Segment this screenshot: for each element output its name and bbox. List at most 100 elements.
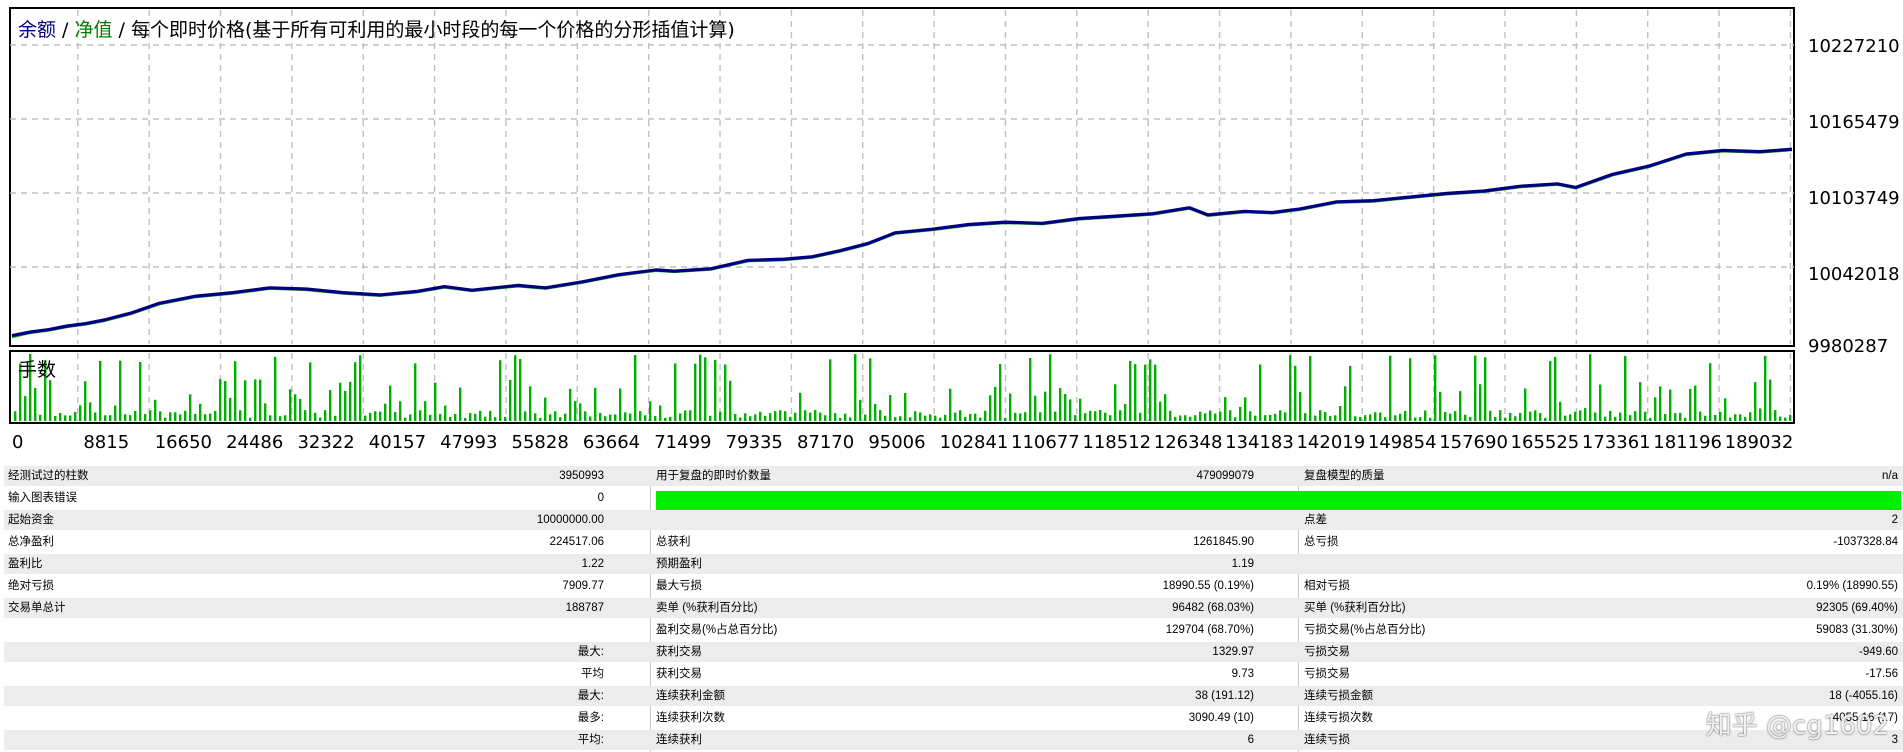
- y-tick-label: 10103749: [1808, 188, 1900, 209]
- volume-bar: [314, 412, 317, 421]
- x-tick-label: 8815: [83, 432, 129, 453]
- volume-bar: [1699, 411, 1702, 421]
- volume-bar: [589, 416, 592, 421]
- volume-bar: [809, 412, 812, 421]
- volume-bar: [914, 411, 917, 421]
- volume-bar: [329, 390, 332, 421]
- volume-bar: [629, 413, 632, 421]
- volume-bar: [1104, 412, 1107, 421]
- volume-bar: [704, 357, 707, 421]
- row-label: 获利交易: [656, 646, 702, 658]
- y-tick-label: 10227210: [1808, 36, 1900, 57]
- row-label: 连续亏损金额: [1304, 690, 1373, 702]
- volume-bar: [429, 414, 432, 421]
- volume-bar: [1299, 392, 1302, 421]
- volume-bar: [229, 397, 232, 421]
- volume-bar: [464, 417, 467, 421]
- x-tick-label: 118512: [1082, 432, 1151, 453]
- volume-bar: [1194, 415, 1197, 421]
- row-label: 平均: [581, 668, 604, 680]
- volume-bar: [1069, 399, 1072, 421]
- volume-bar: [424, 401, 427, 421]
- volume-bar: [1739, 414, 1742, 421]
- volume-bar: [1344, 386, 1347, 421]
- x-tick-label: 157690: [1439, 432, 1508, 453]
- volume-bar: [1674, 413, 1677, 421]
- volume-bar: [1694, 385, 1697, 421]
- row-value: 18 (-4055.16): [1828, 690, 1898, 702]
- volume-bar: [1734, 414, 1737, 421]
- volume-bar: [1284, 412, 1287, 421]
- volume-bar: [1124, 404, 1127, 421]
- row-value: 9.73: [1231, 668, 1254, 680]
- row-label: 卖单 (%获利百分比): [656, 602, 758, 614]
- row-label: 买单 (%获利百分比): [1304, 602, 1406, 614]
- volume-bar: [1354, 416, 1357, 421]
- volume-bar: [819, 412, 822, 421]
- volume-bar: [29, 354, 32, 421]
- volume-bar: [724, 364, 727, 421]
- volume-bar: [574, 401, 577, 421]
- volume-bar: [1444, 411, 1447, 421]
- volume-bar: [1659, 386, 1662, 421]
- volume-bar: [159, 411, 162, 421]
- volume-bar: [244, 380, 247, 421]
- volume-bar: [684, 410, 687, 421]
- row-label: 盈利比: [8, 558, 43, 570]
- volume-bar: [1039, 412, 1042, 421]
- volume-bar: [579, 403, 582, 421]
- volume-bar: [569, 388, 572, 421]
- volume-bar: [1744, 416, 1747, 421]
- volume-bar: [1484, 357, 1487, 421]
- volume-bar: [1109, 415, 1112, 421]
- volume-bar: [1079, 398, 1082, 421]
- volume-bar: [24, 396, 27, 421]
- volume-bar: [1569, 414, 1572, 421]
- volume-bar: [379, 411, 382, 421]
- volume-bar: [44, 360, 47, 421]
- volume-bar: [169, 412, 172, 421]
- x-tick-label: 24486: [226, 432, 283, 453]
- volume-bar: [1054, 411, 1057, 421]
- volume-bar: [59, 412, 62, 421]
- volume-bar: [1309, 356, 1312, 421]
- volume-bar: [1034, 395, 1037, 421]
- volume-bar: [334, 415, 337, 421]
- volume-bar: [364, 415, 367, 421]
- volume-bar: [1534, 410, 1537, 421]
- volume-bar: [1294, 365, 1297, 421]
- x-tick-label: 55828: [512, 432, 569, 453]
- volume-bar: [399, 401, 402, 421]
- report-row: 最多: 连续获利次数 3090.49 (10) 连续亏损次数 -4055.16 …: [4, 708, 1903, 728]
- report-row: 总净盈利 224517.06 总获利 1261845.90 总亏损 -10373…: [4, 532, 1903, 552]
- volume-title: 手数: [18, 359, 56, 381]
- volume-bar: [1089, 410, 1092, 421]
- volume-bar: [154, 399, 157, 421]
- volume-bar: [1514, 416, 1517, 421]
- report-row: 最大: 获利交易 1329.97 亏损交易 -949.60: [4, 642, 1903, 662]
- volume-bar: [979, 417, 982, 421]
- row-label: 经测试过的柱数: [8, 470, 89, 482]
- volume-bar: [1434, 355, 1437, 421]
- volume-bar: [1334, 415, 1337, 421]
- volume-bar: [1099, 410, 1102, 421]
- strategy-tester-graph: 余额 / 净值 / 每个即时价格(基于所有可利用的最小时段的每一个价格的分形插值…: [9, 7, 1900, 453]
- volume-bar: [1494, 417, 1497, 421]
- volume-bar: [1714, 414, 1717, 421]
- volume-bar: [539, 417, 542, 421]
- volume-bar: [1279, 410, 1282, 421]
- volume-bar: [1114, 384, 1117, 421]
- x-tick-label: 110677: [1011, 432, 1080, 453]
- volume-bar: [1009, 393, 1012, 421]
- volume-bar: [1554, 356, 1557, 421]
- volume-bar: [224, 381, 227, 421]
- volume-bar: [369, 412, 372, 421]
- volume-bar: [324, 410, 327, 421]
- volume-bar: [149, 410, 152, 421]
- x-tick-label: 71499: [654, 432, 711, 453]
- volume-bar: [959, 410, 962, 421]
- row-label: 连续亏损: [1304, 734, 1350, 746]
- volume-bar: [1264, 415, 1267, 421]
- volume-bar: [1759, 408, 1762, 421]
- volume-bar: [1249, 411, 1252, 421]
